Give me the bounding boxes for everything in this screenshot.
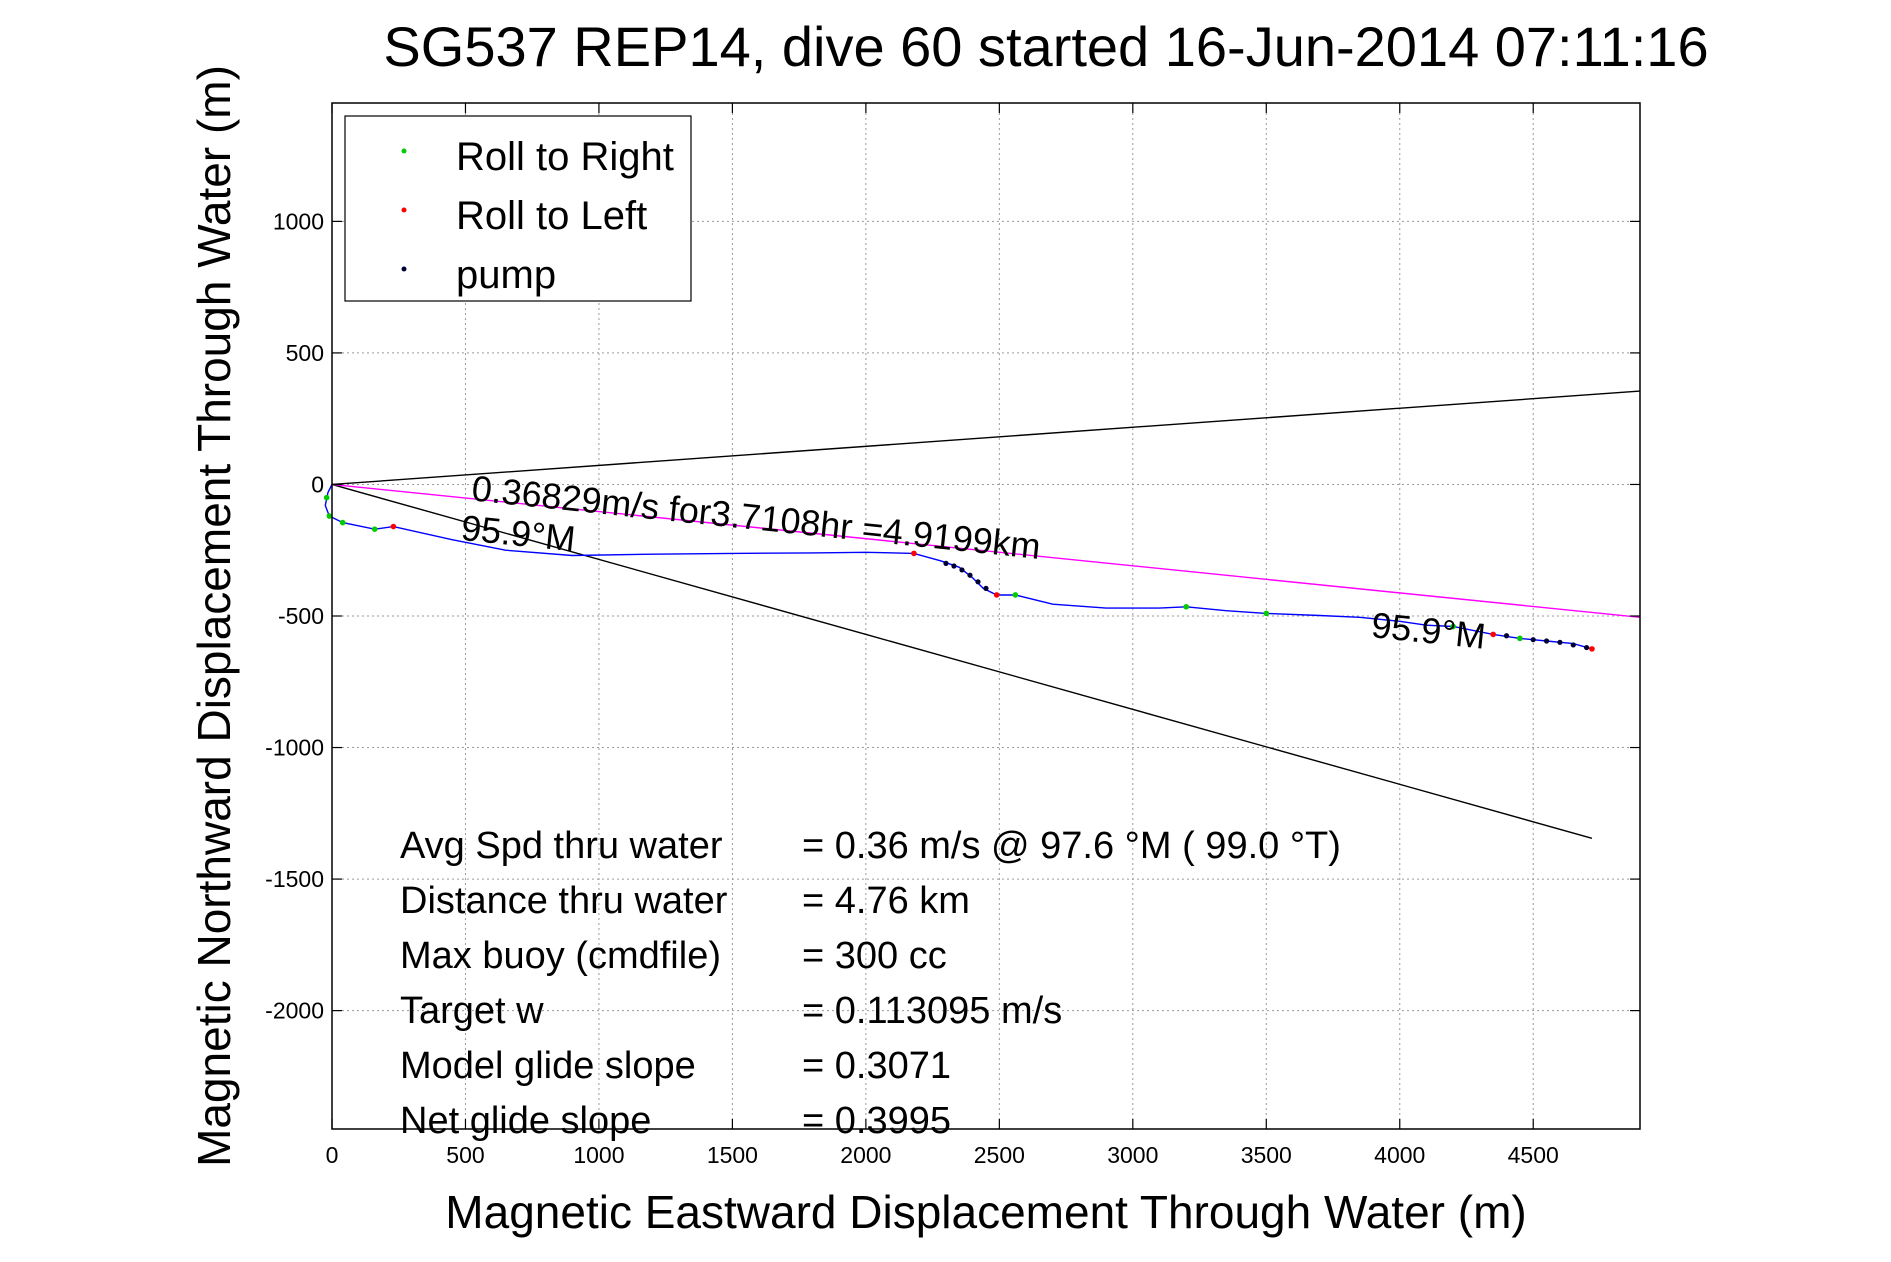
roll-right-point — [1450, 623, 1456, 630]
x-tick-label: 1500 — [707, 1142, 758, 1168]
pump-point — [959, 567, 965, 573]
x-tick-label: 1000 — [573, 1142, 624, 1168]
pump-point — [1570, 642, 1576, 648]
stat-label-target-w: Target w — [400, 990, 544, 1032]
stat-value-net-glide-slope: = 0.3995 — [802, 1100, 951, 1142]
tick-layer: 0 500 1000 1500 2000 2500 3000 3500 4000 4500 1000… — [265, 103, 1640, 1168]
pump-point — [1503, 633, 1510, 639]
roll-right-point — [323, 494, 330, 501]
stat-value-target-w: = 0.113095 m/s — [802, 990, 1062, 1032]
stat-label-max-buoy: Max buoy (cmdfile) — [400, 935, 721, 977]
pump-point — [983, 585, 989, 591]
legend-marker-roll-right — [401, 148, 407, 154]
legend-label-roll-left: Roll to Left — [456, 194, 647, 238]
roll-right-point — [326, 513, 333, 519]
x-tick-label: 3000 — [1107, 1142, 1158, 1168]
pump-point — [1557, 639, 1563, 645]
roll-left-point — [993, 592, 1000, 598]
pump-point — [943, 560, 949, 566]
reference-line — [331, 483, 1593, 839]
legend-marker-roll-left — [401, 207, 407, 213]
roll-left-point — [390, 523, 397, 530]
stat-label-model-glide-slope: Model glide slope — [400, 1045, 696, 1087]
x-tick-label: 2000 — [840, 1142, 891, 1168]
y-tick-label: -500 — [278, 603, 324, 629]
stat-value-model-glide-slope: = 0.3071 — [802, 1045, 951, 1087]
pump-point — [1584, 644, 1590, 651]
x-tick-label: 2500 — [974, 1142, 1025, 1168]
y-tick-label: -2000 — [265, 998, 324, 1024]
roll-right-point — [371, 526, 378, 532]
roll-right-point — [1012, 592, 1019, 598]
roll-right-point — [1183, 603, 1190, 610]
x-tick-label: 500 — [446, 1142, 484, 1168]
roll-left-point — [1589, 646, 1595, 652]
y-tick-label: 1000 — [273, 208, 324, 234]
stats-block: Avg Spd thru water = 0.36 m/s @ 97.6 °M … — [400, 825, 1341, 1142]
legend: Roll to Right Roll to Left pump — [344, 115, 692, 302]
y-tick-label: -1000 — [265, 735, 324, 761]
legend-marker-pump — [401, 266, 407, 272]
x-tick-label: 3500 — [1241, 1142, 1292, 1168]
roll-left-point — [1490, 631, 1496, 638]
marker-layer — [323, 494, 1595, 652]
x-tick-label: 4000 — [1374, 1142, 1425, 1168]
pump-point — [1530, 637, 1536, 643]
legend-label-roll-right: Roll to Right — [456, 135, 674, 179]
legend-label-pump: pump — [456, 253, 556, 297]
x-tick-label: 0 — [326, 1142, 339, 1168]
y-tick-label: 500 — [286, 340, 324, 366]
chart-title: SG537 REP14, dive 60 started 16-Jun-2014… — [383, 15, 1708, 78]
pump-point — [1543, 638, 1550, 644]
x-axis-label: Magnetic Eastward Displacement Through W… — [445, 1186, 1526, 1238]
pump-point — [951, 563, 957, 569]
stat-label-distance: Distance thru water — [400, 880, 728, 922]
pump-point — [967, 572, 973, 578]
stat-label-avg-speed: Avg Spd thru water — [400, 825, 723, 867]
y-axis-label: Magnetic Northward Displacement Through … — [188, 65, 240, 1167]
stat-value-max-buoy: = 300 cc — [802, 935, 947, 977]
roll-left-point — [911, 550, 917, 557]
roll-right-point — [1517, 635, 1523, 642]
roll-right-point — [339, 519, 346, 526]
pump-point — [975, 579, 981, 585]
stat-label-net-glide-slope: Net glide slope — [400, 1100, 651, 1142]
reference-line — [331, 390, 1641, 486]
reference-line — [331, 483, 1641, 619]
stat-value-avg-speed: = 0.36 m/s @ 97.6 °M ( 99.0 °T) — [802, 825, 1341, 867]
reference-lines — [331, 390, 1641, 839]
x-tick-label: 4500 — [1508, 1142, 1559, 1168]
roll-right-point — [1263, 610, 1270, 617]
stat-value-distance: = 4.76 km — [802, 880, 970, 922]
y-tick-label: 0 — [311, 471, 324, 497]
y-tick-label: -1500 — [265, 866, 324, 892]
